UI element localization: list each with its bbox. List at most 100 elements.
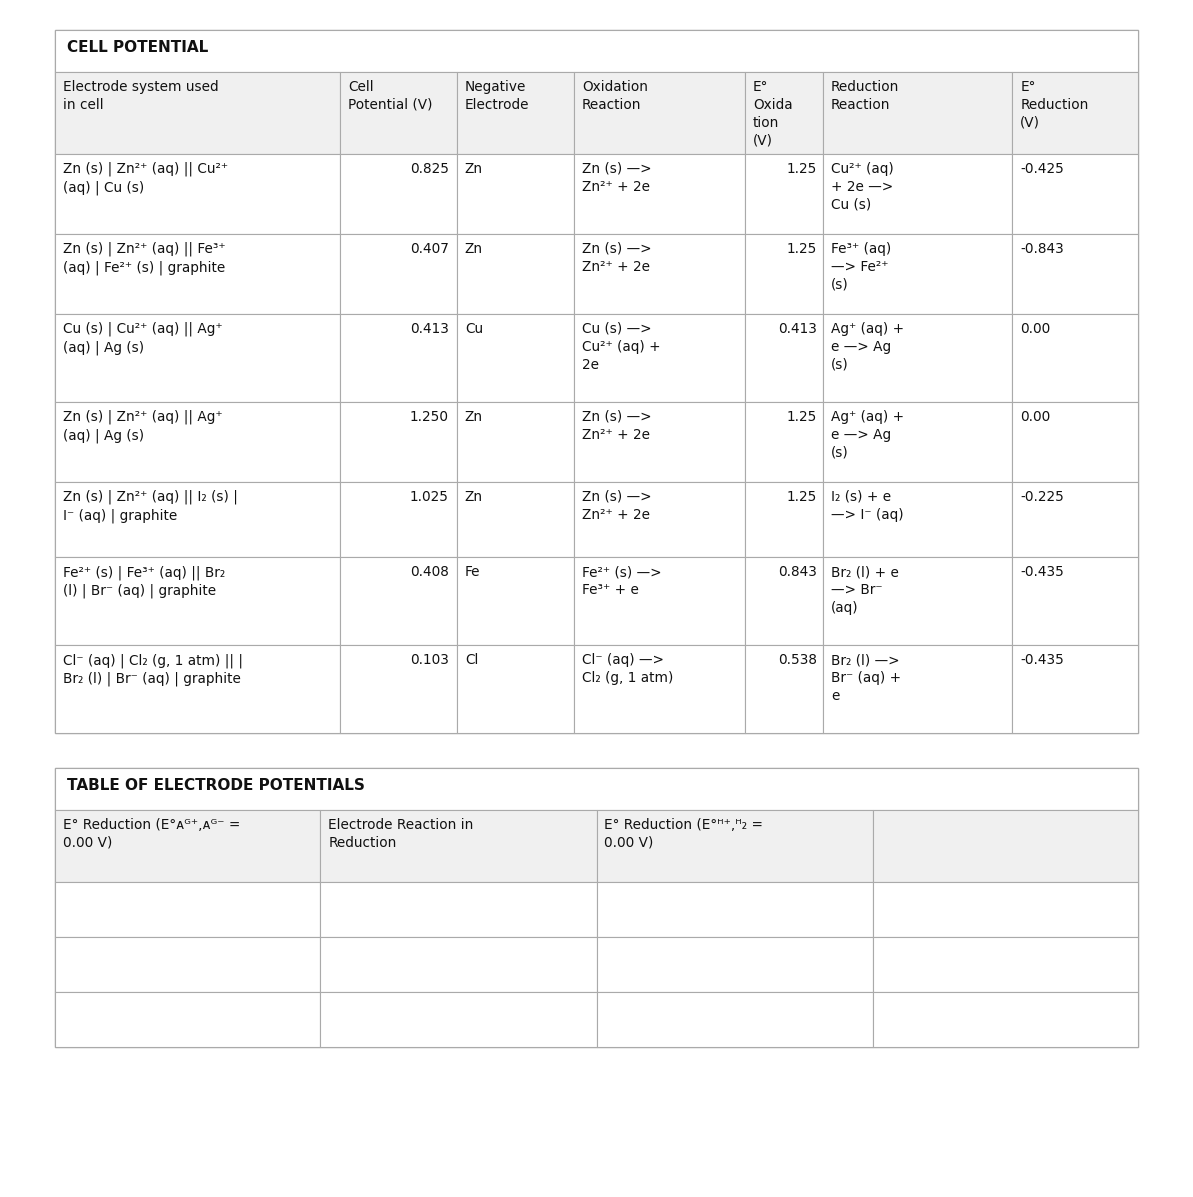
Text: Cu (s) | Cu²⁺ (aq) || Ag⁺
(aq) | Ag (s): Cu (s) | Cu²⁺ (aq) || Ag⁺ (aq) | Ag (s) xyxy=(63,322,223,354)
Bar xyxy=(55,557,340,645)
Text: E° Reduction (E°ᴴ⁺,ᴴ₂ =
0.00 V): E° Reduction (E°ᴴ⁺,ᴴ₂ = 0.00 V) xyxy=(605,818,764,850)
Bar xyxy=(55,154,340,233)
Text: Zn (s) —>
Zn²⁺ + 2e: Zn (s) —> Zn²⁺ + 2e xyxy=(582,411,651,442)
Bar xyxy=(596,937,872,992)
Bar xyxy=(55,645,340,733)
Bar xyxy=(744,314,823,402)
Bar xyxy=(596,810,872,882)
Bar xyxy=(457,314,574,402)
Bar xyxy=(872,882,1138,937)
Bar xyxy=(823,402,1013,482)
Bar xyxy=(744,402,823,482)
Text: Zn (s) —>
Zn²⁺ + 2e: Zn (s) —> Zn²⁺ + 2e xyxy=(582,242,651,274)
Text: Negative
Electrode: Negative Electrode xyxy=(465,80,530,111)
Text: Ag⁺ (aq) +
e —> Ag
(s): Ag⁺ (aq) + e —> Ag (s) xyxy=(830,322,904,372)
Bar xyxy=(457,402,574,482)
Bar xyxy=(823,314,1013,402)
Text: Br₂ (l) + e
—> Br⁻
(aq): Br₂ (l) + e —> Br⁻ (aq) xyxy=(830,565,898,615)
Bar xyxy=(872,992,1138,1047)
Text: E°
Oxida
tion
(V): E° Oxida tion (V) xyxy=(753,80,792,147)
Text: 0.413: 0.413 xyxy=(410,322,449,336)
Text: 0.843: 0.843 xyxy=(778,565,817,579)
Text: Zn (s) —>
Zn²⁺ + 2e: Zn (s) —> Zn²⁺ + 2e xyxy=(582,490,651,522)
Bar xyxy=(340,72,457,154)
Text: 1.25: 1.25 xyxy=(786,411,817,424)
Text: -0.843: -0.843 xyxy=(1020,242,1064,256)
Text: Cell
Potential (V): Cell Potential (V) xyxy=(348,80,432,111)
Bar xyxy=(55,482,340,557)
Bar xyxy=(55,992,321,1047)
Text: 0.00: 0.00 xyxy=(1020,411,1051,424)
Bar xyxy=(1013,233,1138,314)
Text: 1.25: 1.25 xyxy=(786,490,817,504)
Bar xyxy=(574,233,744,314)
Bar xyxy=(744,482,823,557)
Text: E° Reduction (E°ᴀᴳ⁺,ᴀᴳ⁻ =
0.00 V): E° Reduction (E°ᴀᴳ⁺,ᴀᴳ⁻ = 0.00 V) xyxy=(63,818,240,850)
Bar xyxy=(340,482,457,557)
Text: TABLE OF ELECTRODE POTENTIALS: TABLE OF ELECTRODE POTENTIALS xyxy=(67,778,365,792)
Text: Oxidation
Reaction: Oxidation Reaction xyxy=(582,80,648,111)
Bar xyxy=(1013,402,1138,482)
Bar xyxy=(55,233,340,314)
Bar xyxy=(823,557,1013,645)
Bar xyxy=(55,937,321,992)
Text: Zn: Zn xyxy=(465,242,483,256)
Bar xyxy=(1013,72,1138,154)
Bar xyxy=(321,810,596,882)
Bar xyxy=(823,233,1013,314)
Bar xyxy=(340,314,457,402)
Bar xyxy=(574,402,744,482)
Text: Zn (s) | Zn²⁺ (aq) || I₂ (s) |
I⁻ (aq) | graphite: Zn (s) | Zn²⁺ (aq) || I₂ (s) | I⁻ (aq) |… xyxy=(63,490,237,523)
Bar xyxy=(340,402,457,482)
Bar xyxy=(321,882,596,937)
Text: 0.825: 0.825 xyxy=(409,162,449,176)
Text: 1.250: 1.250 xyxy=(409,411,449,424)
Bar xyxy=(457,154,574,233)
Text: -0.425: -0.425 xyxy=(1020,162,1064,176)
Bar xyxy=(1013,154,1138,233)
Text: 0.408: 0.408 xyxy=(410,565,449,579)
Bar xyxy=(55,768,1138,810)
Bar xyxy=(1013,645,1138,733)
Bar xyxy=(574,314,744,402)
Text: Cu²⁺ (aq)
+ 2e —>
Cu (s): Cu²⁺ (aq) + 2e —> Cu (s) xyxy=(830,162,894,212)
Bar xyxy=(55,314,340,402)
Bar xyxy=(744,557,823,645)
Text: 1.25: 1.25 xyxy=(786,242,817,256)
Bar xyxy=(596,882,872,937)
Bar xyxy=(457,557,574,645)
Bar xyxy=(55,30,1138,733)
Text: 0.538: 0.538 xyxy=(778,654,817,667)
Bar xyxy=(1013,557,1138,645)
Bar xyxy=(1013,482,1138,557)
Bar xyxy=(823,72,1013,154)
Bar xyxy=(340,645,457,733)
Text: Cu: Cu xyxy=(465,322,483,336)
Bar xyxy=(340,233,457,314)
Bar xyxy=(55,30,1138,72)
Bar xyxy=(340,154,457,233)
Text: Fe²⁺ (s) | Fe³⁺ (aq) || Br₂
(l) | Br⁻ (aq) | graphite: Fe²⁺ (s) | Fe³⁺ (aq) || Br₂ (l) | Br⁻ (a… xyxy=(63,565,225,597)
Text: Cu (s) —>
Cu²⁺ (aq) +
2e: Cu (s) —> Cu²⁺ (aq) + 2e xyxy=(582,322,661,372)
Bar xyxy=(55,882,321,937)
Text: Zn (s) | Zn²⁺ (aq) || Ag⁺
(aq) | Ag (s): Zn (s) | Zn²⁺ (aq) || Ag⁺ (aq) | Ag (s) xyxy=(63,411,223,443)
Bar xyxy=(574,72,744,154)
Bar xyxy=(55,810,321,882)
Bar xyxy=(823,482,1013,557)
Text: E°
Reduction
(V): E° Reduction (V) xyxy=(1020,80,1089,129)
Bar xyxy=(744,154,823,233)
Bar xyxy=(321,992,596,1047)
Bar xyxy=(55,72,340,154)
Bar xyxy=(574,154,744,233)
Bar xyxy=(457,72,574,154)
Bar xyxy=(574,482,744,557)
Text: Zn: Zn xyxy=(465,490,483,504)
Text: Cl⁻ (aq) —>
Cl₂ (g, 1 atm): Cl⁻ (aq) —> Cl₂ (g, 1 atm) xyxy=(582,654,673,685)
Text: Cl⁻ (aq) | Cl₂ (g, 1 atm) || |
Br₂ (l) | Br⁻ (aq) | graphite: Cl⁻ (aq) | Cl₂ (g, 1 atm) || | Br₂ (l) |… xyxy=(63,654,243,686)
Text: -0.435: -0.435 xyxy=(1020,565,1064,579)
Bar xyxy=(55,402,340,482)
Text: -0.225: -0.225 xyxy=(1020,490,1064,504)
Text: Zn: Zn xyxy=(465,162,483,176)
Bar xyxy=(457,645,574,733)
Bar xyxy=(872,937,1138,992)
